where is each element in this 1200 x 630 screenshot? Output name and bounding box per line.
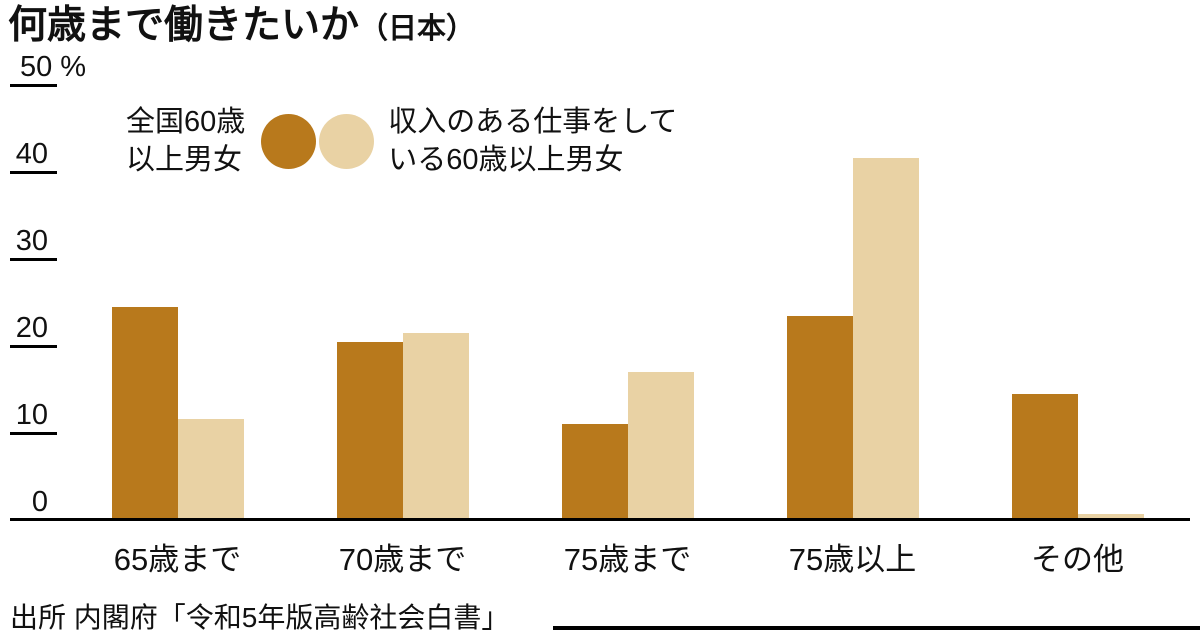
x-category-label: 75歳まで bbox=[563, 542, 692, 577]
y-tick-value: 20 bbox=[15, 312, 48, 344]
bar-series2-4 bbox=[1077, 513, 1144, 520]
y-tick-mark bbox=[10, 345, 57, 348]
legend-dot-series2 bbox=[319, 114, 375, 170]
y-tick-value: 30 bbox=[15, 225, 48, 257]
legend-label-series1-line2: 以上男女 bbox=[126, 143, 243, 176]
y-tick-label: 30 bbox=[10, 225, 48, 258]
legend-label-series2-line2: いる60歳以上男女 bbox=[388, 143, 624, 176]
bottom-divider bbox=[553, 626, 1200, 630]
y-tick-mark bbox=[10, 171, 57, 174]
bar-series1-2 bbox=[561, 424, 628, 520]
plot-area: 65歳まで 70歳まで 75歳まで 75歳以上 その他 bbox=[65, 85, 1190, 577]
bar-series1-4 bbox=[1011, 393, 1078, 520]
legend-label-series2: 収入のある仕事をして いる60歳以上男女 bbox=[388, 104, 677, 179]
y-axis: 50% 40 30 20 10 0 bbox=[10, 51, 130, 520]
legend-dot-series1 bbox=[261, 114, 317, 170]
bar-series2-1 bbox=[402, 333, 469, 520]
y-tick-value: 0 bbox=[31, 486, 48, 518]
bar-group-1: 70歳まで bbox=[290, 85, 515, 577]
chart-title-text: 何歳まで働きたいか bbox=[8, 4, 360, 47]
y-tick-value: 50 bbox=[20, 51, 53, 83]
y-tick-mark bbox=[10, 432, 57, 435]
bar-group-4: その他 bbox=[965, 85, 1190, 577]
bar-series2-3 bbox=[852, 158, 919, 520]
bar-series1-3 bbox=[786, 315, 853, 520]
y-tick-label: 20 bbox=[10, 312, 48, 345]
bar-series2-0 bbox=[177, 419, 244, 520]
bar-group-0: 65歳まで bbox=[65, 85, 290, 577]
bar-series1-1 bbox=[336, 341, 403, 520]
bar-group-3: 75歳以上 bbox=[740, 85, 965, 577]
x-category-label: 70歳まで bbox=[338, 542, 467, 577]
y-tick-mark bbox=[10, 84, 57, 87]
y-tick-label: 50% bbox=[20, 51, 140, 84]
x-axis-baseline bbox=[10, 518, 1190, 521]
bar-series1-0 bbox=[111, 306, 178, 520]
y-axis-unit: % bbox=[60, 51, 87, 83]
page-title: 何歳まで働きたいか（日本） bbox=[8, 0, 475, 50]
x-category-label: 75歳以上 bbox=[788, 542, 917, 577]
y-tick-label: 0 bbox=[10, 486, 48, 519]
x-category-label: その他 bbox=[1031, 542, 1124, 577]
legend-label-series1: 全国60歳 以上男女 bbox=[126, 104, 245, 179]
y-tick-label: 40 bbox=[10, 138, 48, 171]
y-tick-value: 10 bbox=[15, 399, 48, 431]
y-tick-mark bbox=[10, 258, 57, 261]
bar-series2-2 bbox=[627, 372, 694, 520]
legend: 全国60歳 以上男女 収入のある仕事をして いる60歳以上男女 bbox=[126, 104, 677, 179]
y-tick-label: 10 bbox=[10, 399, 48, 432]
chart-title-region: （日本） bbox=[359, 13, 476, 45]
legend-label-series2-line1: 収入のある仕事をして bbox=[388, 106, 678, 138]
legend-label-series1-line1: 全国60歳 bbox=[126, 106, 246, 138]
x-category-label: 65歳まで bbox=[113, 542, 242, 577]
y-tick-value: 40 bbox=[15, 138, 48, 170]
source-note: 出所 内閣府「令和5年版高齢社会白書」 bbox=[10, 602, 510, 630]
bar-group-2: 75歳まで bbox=[515, 85, 740, 577]
